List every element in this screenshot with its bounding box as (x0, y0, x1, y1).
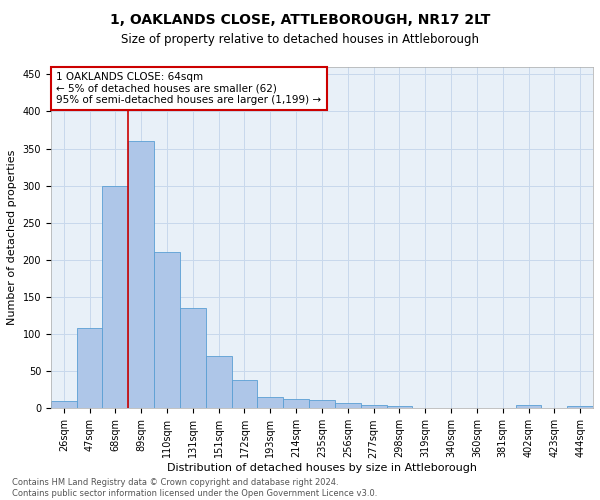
Bar (515, 406, 541, 408)
Bar (257, 397, 283, 408)
Bar (128, 141, 154, 408)
X-axis label: Distribution of detached houses by size in Attleborough: Distribution of detached houses by size … (167, 463, 477, 473)
Bar (51, 401, 77, 408)
Bar (77, 328, 103, 408)
Bar (180, 308, 206, 408)
Bar (103, 186, 128, 408)
Bar (309, 400, 335, 408)
Text: Contains HM Land Registry data © Crown copyright and database right 2024.
Contai: Contains HM Land Registry data © Crown c… (12, 478, 377, 498)
Bar (206, 356, 232, 408)
Bar (567, 406, 593, 408)
Bar (154, 252, 180, 408)
Text: Size of property relative to detached houses in Attleborough: Size of property relative to detached ho… (121, 32, 479, 46)
Bar (361, 404, 386, 408)
Bar (283, 400, 309, 408)
Bar (335, 403, 361, 408)
Text: 1, OAKLANDS CLOSE, ATTLEBOROUGH, NR17 2LT: 1, OAKLANDS CLOSE, ATTLEBOROUGH, NR17 2L… (110, 12, 490, 26)
Bar (232, 380, 257, 408)
Text: 1 OAKLANDS CLOSE: 64sqm
← 5% of detached houses are smaller (62)
95% of semi-det: 1 OAKLANDS CLOSE: 64sqm ← 5% of detached… (56, 72, 322, 106)
Bar (386, 406, 412, 408)
Y-axis label: Number of detached properties: Number of detached properties (7, 150, 17, 326)
